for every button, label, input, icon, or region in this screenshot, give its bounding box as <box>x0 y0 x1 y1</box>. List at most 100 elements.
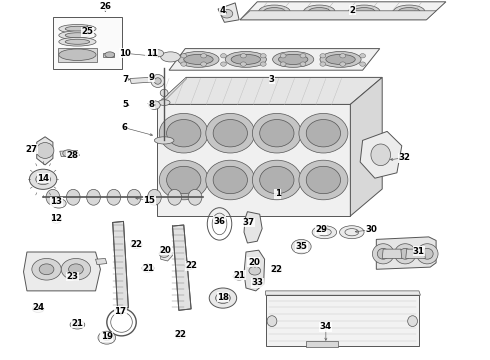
Ellipse shape <box>377 248 389 259</box>
Ellipse shape <box>353 8 375 15</box>
Polygon shape <box>157 77 382 104</box>
Ellipse shape <box>159 160 208 200</box>
Polygon shape <box>266 295 419 346</box>
Ellipse shape <box>107 189 121 205</box>
Ellipse shape <box>181 54 187 58</box>
Text: 22: 22 <box>130 240 142 249</box>
Text: 28: 28 <box>67 151 78 160</box>
Ellipse shape <box>292 239 311 254</box>
Ellipse shape <box>278 54 308 64</box>
Polygon shape <box>58 48 97 62</box>
Text: 13: 13 <box>50 197 62 206</box>
Text: 15: 15 <box>144 197 155 205</box>
Ellipse shape <box>147 189 161 205</box>
Ellipse shape <box>127 189 141 205</box>
Ellipse shape <box>213 120 247 147</box>
Ellipse shape <box>206 160 255 200</box>
Text: 20: 20 <box>160 246 172 255</box>
Ellipse shape <box>267 316 277 327</box>
Ellipse shape <box>241 62 246 66</box>
Text: 30: 30 <box>366 225 377 234</box>
Ellipse shape <box>154 78 161 84</box>
Text: 4: 4 <box>220 5 226 14</box>
Text: 31: 31 <box>413 247 425 256</box>
Ellipse shape <box>39 264 54 275</box>
Ellipse shape <box>160 89 168 96</box>
Ellipse shape <box>63 150 74 157</box>
Ellipse shape <box>360 54 366 58</box>
Ellipse shape <box>306 166 341 194</box>
Ellipse shape <box>36 174 50 185</box>
Ellipse shape <box>51 199 66 208</box>
Ellipse shape <box>340 54 345 58</box>
Polygon shape <box>37 137 53 165</box>
Bar <box>53 17 122 69</box>
Polygon shape <box>169 49 380 70</box>
Text: 23: 23 <box>67 272 78 281</box>
Ellipse shape <box>272 51 314 67</box>
Ellipse shape <box>151 75 165 87</box>
Polygon shape <box>130 77 151 84</box>
Ellipse shape <box>167 166 201 194</box>
Polygon shape <box>266 291 420 295</box>
Ellipse shape <box>280 62 286 66</box>
Ellipse shape <box>185 262 195 269</box>
Ellipse shape <box>320 51 361 67</box>
Ellipse shape <box>340 226 364 239</box>
Text: 14: 14 <box>37 174 49 183</box>
Ellipse shape <box>59 24 96 33</box>
Polygon shape <box>218 3 239 22</box>
Text: 33: 33 <box>251 278 263 287</box>
Ellipse shape <box>225 51 267 67</box>
Text: 21: 21 <box>72 319 83 328</box>
Ellipse shape <box>252 113 301 153</box>
Text: 5: 5 <box>122 100 128 109</box>
Ellipse shape <box>233 273 245 280</box>
Ellipse shape <box>175 333 185 338</box>
Ellipse shape <box>304 5 335 18</box>
Text: 29: 29 <box>315 225 327 234</box>
Polygon shape <box>157 104 350 216</box>
Polygon shape <box>382 249 402 258</box>
Ellipse shape <box>348 5 380 18</box>
Text: 18: 18 <box>217 292 229 302</box>
Text: 19: 19 <box>101 332 113 341</box>
Ellipse shape <box>152 50 164 57</box>
Polygon shape <box>103 53 114 57</box>
Ellipse shape <box>154 137 174 144</box>
Polygon shape <box>24 252 100 291</box>
Ellipse shape <box>158 100 170 105</box>
Ellipse shape <box>74 322 81 327</box>
Ellipse shape <box>360 62 366 66</box>
Ellipse shape <box>398 8 420 15</box>
Text: 22: 22 <box>271 265 283 274</box>
Polygon shape <box>240 2 446 20</box>
Polygon shape <box>172 225 191 310</box>
Ellipse shape <box>65 26 90 31</box>
Ellipse shape <box>326 54 355 64</box>
Text: 21: 21 <box>142 264 154 273</box>
Ellipse shape <box>159 113 208 153</box>
Ellipse shape <box>309 8 330 15</box>
Ellipse shape <box>260 166 294 194</box>
Polygon shape <box>350 77 382 216</box>
Ellipse shape <box>297 244 305 249</box>
Ellipse shape <box>259 5 290 18</box>
Polygon shape <box>240 11 436 20</box>
Text: 37: 37 <box>243 218 255 227</box>
Text: 26: 26 <box>99 2 111 11</box>
Ellipse shape <box>70 320 85 329</box>
Ellipse shape <box>36 143 54 158</box>
Ellipse shape <box>32 305 44 312</box>
Ellipse shape <box>209 288 237 308</box>
Ellipse shape <box>399 248 411 259</box>
Text: 20: 20 <box>248 258 260 266</box>
Polygon shape <box>60 150 79 157</box>
Ellipse shape <box>201 62 207 66</box>
Text: 32: 32 <box>398 153 410 162</box>
Text: 27: 27 <box>26 145 38 154</box>
Text: 21: 21 <box>233 271 245 280</box>
Ellipse shape <box>299 160 348 200</box>
Text: 22: 22 <box>185 261 197 270</box>
Ellipse shape <box>252 279 262 286</box>
